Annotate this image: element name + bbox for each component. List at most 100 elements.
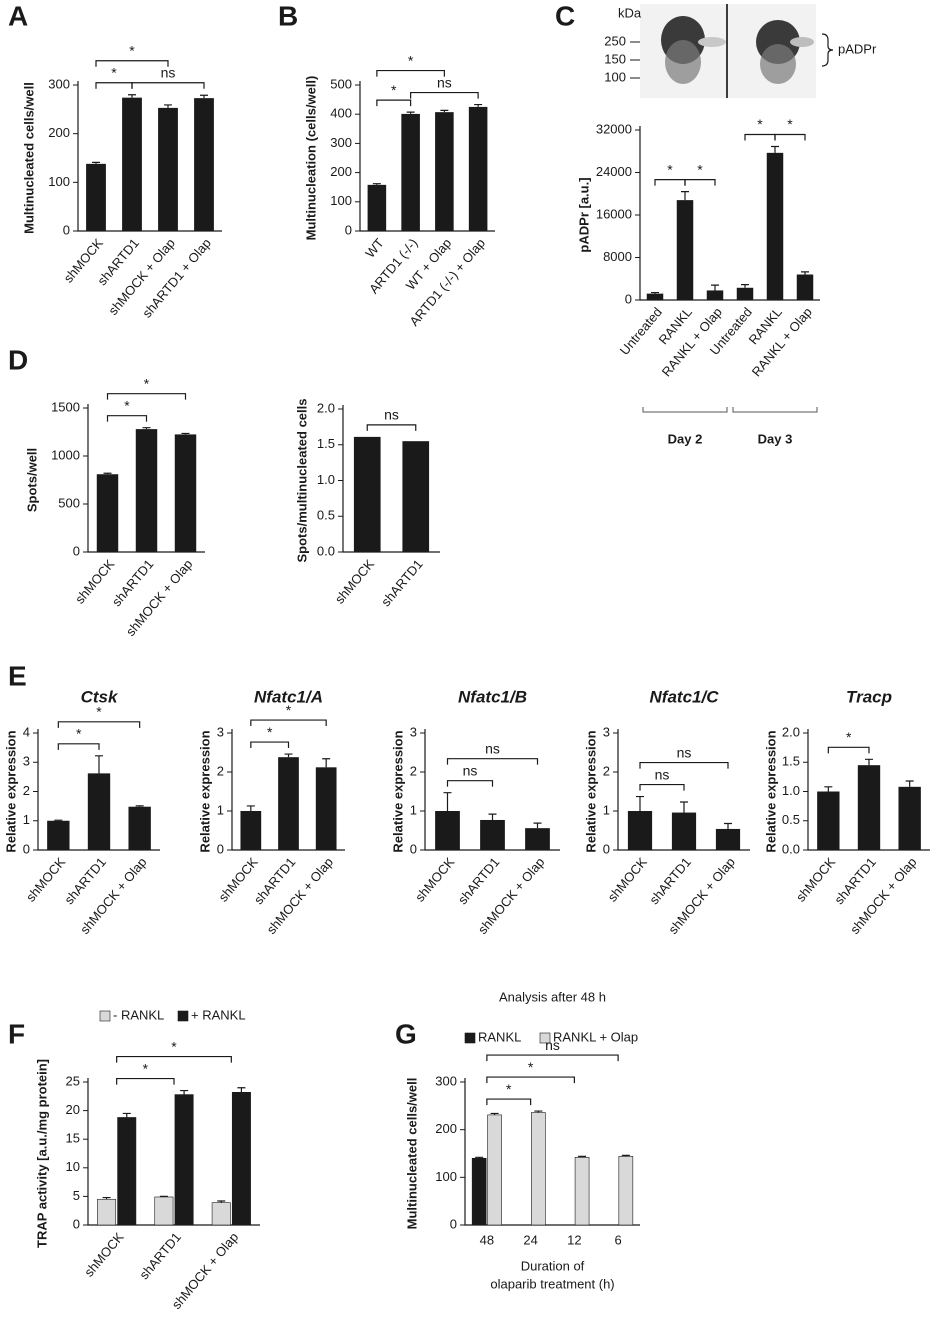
bar bbox=[487, 1114, 502, 1226]
significance-label: ns bbox=[545, 1037, 560, 1053]
significance-bracket bbox=[654, 179, 686, 186]
significance-label: ns bbox=[655, 766, 670, 782]
y-tick-label: 0.5 bbox=[317, 508, 335, 523]
significance-bracket bbox=[106, 393, 187, 400]
y-tick-label: 100 bbox=[48, 174, 70, 189]
significance-label: ns bbox=[485, 740, 500, 756]
bar bbox=[435, 811, 460, 850]
significance-label: ns bbox=[161, 64, 176, 80]
y-tick-label: 2.0 bbox=[317, 400, 335, 415]
bar bbox=[240, 811, 262, 850]
bar bbox=[574, 1157, 590, 1226]
bar bbox=[618, 1156, 634, 1226]
panel-label: G bbox=[395, 1018, 417, 1049]
x-tick-label: shMOCK bbox=[412, 854, 458, 904]
legend-label: - RANKL bbox=[113, 1007, 164, 1022]
blot-smear bbox=[665, 40, 701, 84]
significance-label: * bbox=[267, 724, 273, 740]
panel-label: E bbox=[8, 660, 27, 691]
bar bbox=[211, 1202, 231, 1226]
error-bar bbox=[534, 1110, 543, 1113]
error-bar bbox=[95, 755, 103, 774]
significance-bracket bbox=[131, 82, 205, 89]
y-tick-label: 2 bbox=[217, 763, 224, 778]
y-tick-label: 0 bbox=[450, 1216, 457, 1231]
error-bar bbox=[180, 1089, 189, 1095]
error-bar bbox=[135, 805, 144, 807]
y-tick-label: 2 bbox=[410, 763, 417, 778]
significance-bracket bbox=[376, 99, 412, 107]
error-bar bbox=[824, 786, 833, 792]
bar bbox=[135, 429, 158, 552]
y-tick-label: 0.0 bbox=[317, 543, 335, 558]
y-tick-label: 1 bbox=[410, 802, 417, 817]
legend-swatch bbox=[99, 1010, 111, 1022]
error-bar bbox=[681, 191, 689, 201]
x-tick-label: shARTD1 bbox=[136, 1229, 184, 1282]
error-bar bbox=[533, 822, 542, 829]
significance-bracket bbox=[250, 741, 290, 749]
y-tick-label: 16000 bbox=[596, 206, 632, 221]
y-tick-label: 1 bbox=[603, 802, 610, 817]
y-tick-label: 1.5 bbox=[317, 436, 335, 451]
significance-bracket bbox=[376, 69, 445, 77]
significance-bracket bbox=[106, 415, 148, 422]
error-bar bbox=[443, 792, 452, 811]
legend-label: RANKL + Olap bbox=[553, 1029, 638, 1044]
error-bar bbox=[440, 109, 449, 113]
bar bbox=[480, 819, 505, 850]
x-tick-label: 6 bbox=[615, 1232, 622, 1247]
y-tick-label: 200 bbox=[435, 1121, 457, 1136]
group-label: Day 2 bbox=[668, 431, 703, 446]
error-bar bbox=[217, 1200, 226, 1203]
significance-bracket bbox=[639, 783, 685, 791]
significance-bracket bbox=[639, 761, 729, 769]
x-axis-label: Duration of bbox=[521, 1258, 585, 1273]
bar bbox=[367, 184, 387, 231]
error-bar bbox=[724, 822, 732, 829]
significance-label: * bbox=[697, 161, 703, 177]
x-tick-label: shARTD1 bbox=[646, 854, 694, 907]
y-tick-label: 0 bbox=[23, 841, 30, 856]
bar bbox=[128, 806, 151, 850]
panel-label: A bbox=[8, 0, 28, 31]
significance-bracket bbox=[486, 1054, 619, 1062]
blot-brace bbox=[821, 33, 834, 67]
significance-label: ns bbox=[677, 744, 692, 760]
y-tick-label: 25 bbox=[66, 1073, 80, 1088]
significance-label: * bbox=[143, 1060, 149, 1076]
bar bbox=[525, 828, 550, 850]
y-tick-label: 2 bbox=[603, 763, 610, 778]
error-bar bbox=[636, 795, 644, 811]
blot-unit: kDa bbox=[618, 5, 642, 20]
chart-title: Tracp bbox=[846, 687, 892, 706]
y-tick-label: 2.0 bbox=[782, 724, 800, 739]
blot-marker: 150 bbox=[604, 51, 626, 66]
bar bbox=[736, 287, 754, 300]
y-tick-label: 500 bbox=[330, 76, 352, 91]
bar bbox=[194, 98, 214, 231]
error-bar bbox=[801, 271, 809, 275]
group-label: Day 3 bbox=[758, 431, 793, 446]
significance-label: * bbox=[506, 1081, 512, 1097]
significance-bracket bbox=[250, 719, 327, 727]
y-tick-label: 15 bbox=[66, 1131, 80, 1146]
error-bar bbox=[128, 94, 136, 98]
y-axis-label: Relative expression bbox=[763, 730, 778, 852]
blot-band bbox=[790, 37, 814, 47]
chart-title: Ctsk bbox=[81, 687, 119, 706]
panel-label: F bbox=[8, 1018, 25, 1049]
significance-label: * bbox=[408, 52, 414, 68]
error-bar bbox=[200, 94, 208, 99]
chart-title: Nfatc1/A bbox=[254, 687, 323, 706]
error-bar bbox=[488, 813, 497, 820]
significance-bracket bbox=[774, 133, 806, 141]
significance-bracket bbox=[95, 82, 133, 89]
y-tick-label: 300 bbox=[330, 135, 352, 150]
y-tick-label: 3 bbox=[23, 754, 30, 769]
significance-bracket bbox=[57, 743, 100, 750]
y-tick-label: 10 bbox=[66, 1159, 80, 1174]
bar bbox=[231, 1091, 251, 1226]
bar bbox=[857, 765, 881, 850]
error-bar bbox=[865, 758, 873, 766]
